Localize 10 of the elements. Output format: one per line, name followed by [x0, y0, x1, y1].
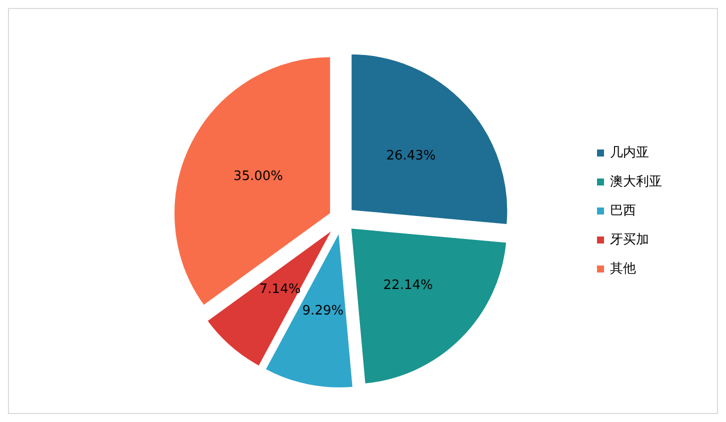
data-label: 9.29% [302, 303, 344, 318]
data-label: 35.00% [233, 169, 283, 184]
legend-label: 澳大利亚 [610, 174, 662, 190]
legend-label: 其他 [610, 262, 636, 276]
legend-label: 牙买加 [610, 232, 649, 248]
legend-label: 巴西 [610, 204, 636, 218]
legend-label: 几内亚 [610, 146, 649, 160]
data-label: 7.14% [259, 282, 301, 298]
data-label: 22.14% [383, 278, 433, 293]
data-label: 26.43% [386, 148, 436, 164]
